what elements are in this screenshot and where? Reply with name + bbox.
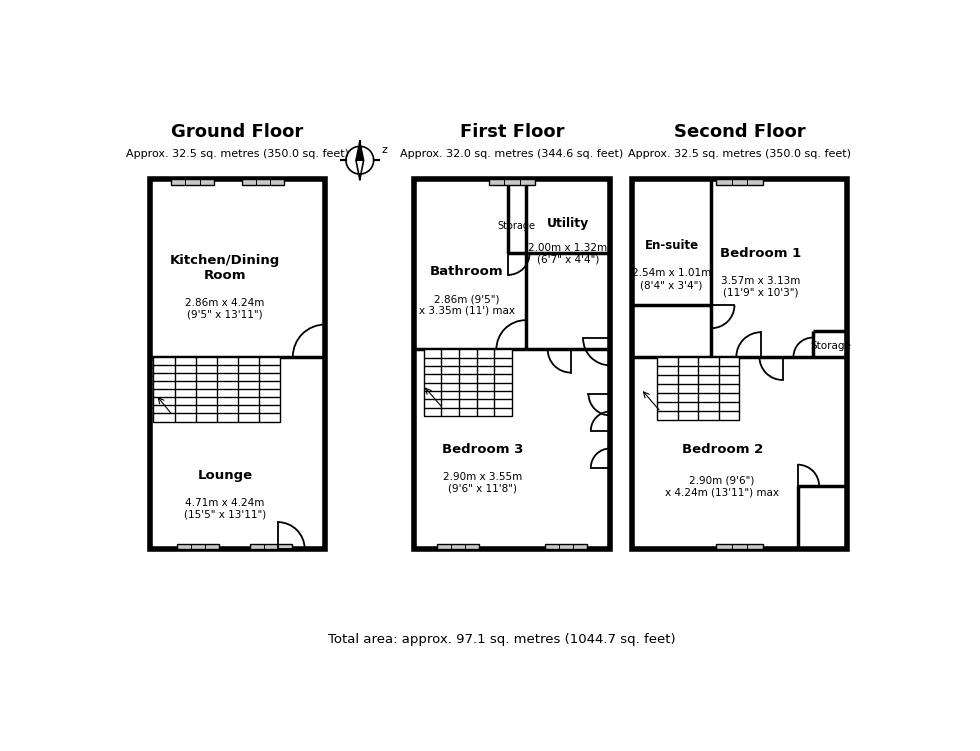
Text: 2.86m (9'5")
x 3.35m (11') max: 2.86m (9'5") x 3.35m (11') max	[418, 294, 514, 316]
Bar	[716, 544, 762, 549]
Text: Kitchen/Dining
Room: Kitchen/Dining Room	[170, 254, 280, 282]
Text: Bedroom 1: Bedroom 1	[720, 247, 802, 260]
Text: Approx. 32.5 sq. metres (350.0 sq. feet): Approx. 32.5 sq. metres (350.0 sq. feet)	[628, 149, 851, 158]
Bar	[545, 544, 587, 549]
Bar	[150, 179, 325, 549]
Text: Approx. 32.0 sq. metres (344.6 sq. feet): Approx. 32.0 sq. metres (344.6 sq. feet)	[400, 149, 623, 158]
Bar	[632, 179, 847, 549]
Bar	[242, 179, 284, 185]
Bar	[489, 179, 535, 185]
Bar	[154, 357, 280, 421]
Polygon shape	[356, 141, 364, 160]
Text: 4.71m x 4.24m
(15'5" x 13'11"): 4.71m x 4.24m (15'5" x 13'11")	[184, 498, 267, 519]
Text: Bathroom: Bathroom	[430, 265, 504, 279]
Text: 3.57m x 3.13m
(11'9" x 10'3"): 3.57m x 3.13m (11'9" x 10'3")	[721, 276, 801, 297]
Text: 2.86m x 4.24m
(9'5" x 13'11"): 2.86m x 4.24m (9'5" x 13'11")	[185, 298, 265, 320]
Text: En-suite: En-suite	[645, 240, 699, 252]
Text: Bedroom 3: Bedroom 3	[442, 443, 523, 456]
Bar	[172, 179, 214, 185]
Bar	[250, 544, 292, 549]
Bar	[716, 179, 762, 185]
Text: Approx. 32.5 sq. metres (350.0 sq. feet): Approx. 32.5 sq. metres (350.0 sq. feet)	[125, 149, 349, 158]
Text: z: z	[381, 145, 387, 155]
Text: 2.00m x 1.32m
(6'7" x 4'4"): 2.00m x 1.32m (6'7" x 4'4")	[528, 243, 608, 264]
Bar	[414, 179, 611, 549]
Bar	[437, 544, 479, 549]
Bar	[658, 357, 740, 420]
Text: 2.90m (9'6")
x 4.24m (13'11") max: 2.90m (9'6") x 4.24m (13'11") max	[665, 475, 779, 497]
Text: First Floor: First Floor	[460, 123, 564, 141]
Text: Lounge: Lounge	[198, 469, 253, 481]
Bar	[176, 544, 219, 549]
Bar	[423, 349, 512, 416]
Text: 2.90m x 3.55m
(9'6" x 11'8"): 2.90m x 3.55m (9'6" x 11'8")	[443, 472, 522, 493]
Text: Bedroom 2: Bedroom 2	[681, 443, 762, 456]
Text: Ground Floor: Ground Floor	[172, 123, 304, 141]
Text: Second Floor: Second Floor	[673, 123, 806, 141]
Text: Storage: Storage	[498, 221, 536, 231]
Text: Utility: Utility	[547, 217, 589, 231]
Text: Total area: approx. 97.1 sq. metres (1044.7 sq. feet): Total area: approx. 97.1 sq. metres (104…	[328, 632, 676, 646]
Text: 2.54m x 1.01m
(8'4" x 3'4"): 2.54m x 1.01m (8'4" x 3'4")	[632, 268, 711, 290]
Text: Storage: Storage	[810, 341, 852, 351]
